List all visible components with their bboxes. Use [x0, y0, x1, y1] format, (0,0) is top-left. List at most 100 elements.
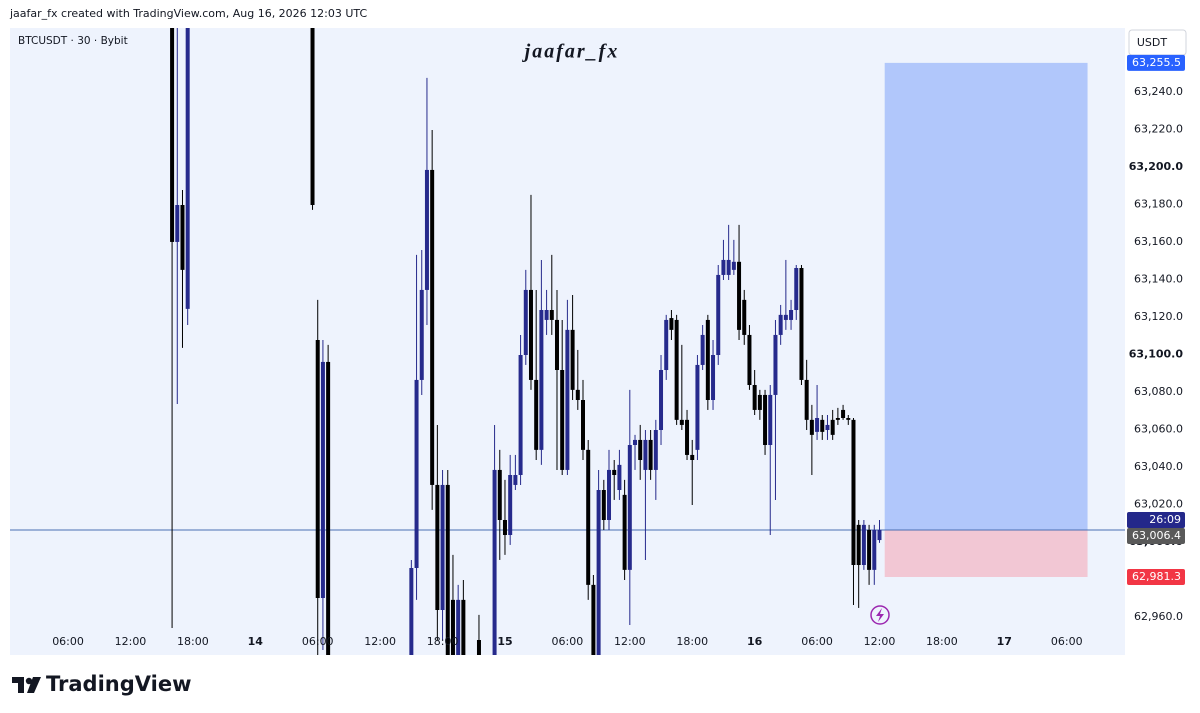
candle-body [659, 370, 664, 430]
stop-label-box [1127, 569, 1185, 585]
candle-body [851, 419, 856, 565]
candle-body [643, 439, 648, 470]
candle-body [622, 494, 627, 570]
candle-body [435, 484, 440, 610]
candle-body [419, 289, 424, 380]
candle-body [565, 329, 570, 470]
x-tick-label: 06:00 [801, 635, 833, 648]
candle-body [617, 464, 622, 490]
candle-body [586, 449, 591, 585]
candle-body [877, 529, 882, 541]
candle-body [409, 568, 414, 655]
candle-body [731, 261, 736, 270]
candle-body [633, 439, 638, 445]
y-tick-label: 63,180.0 [1134, 197, 1183, 210]
candle-body [430, 169, 435, 485]
candle-body [612, 469, 617, 475]
stop-zone [884, 529, 1088, 577]
y-tick-label: 62,960.0 [1134, 610, 1183, 623]
candle-body [456, 599, 461, 655]
alert-circle[interactable] [870, 605, 890, 625]
candle-body [825, 424, 830, 430]
x-tick-label: 18:00 [427, 635, 459, 648]
candle-body [440, 484, 445, 610]
target-label-box [1127, 54, 1185, 71]
candle-body [815, 418, 820, 432]
candle-body [778, 314, 783, 335]
caption: jaafar_fx created with TradingView.com, … [9, 7, 367, 20]
x-tick-label: 06:00 [302, 635, 334, 648]
candle-body [768, 394, 773, 445]
candle-body [461, 599, 466, 655]
candle-body [549, 310, 554, 320]
y-tick-label: 63,240.0 [1134, 85, 1183, 98]
candle-body [601, 490, 606, 520]
candle-body [544, 310, 549, 320]
candle-body [752, 385, 757, 410]
axis-layer: 62,960.063,000.063,020.063,040.063,060.0… [52, 54, 1185, 648]
candle-body [554, 319, 559, 370]
candle-body [476, 640, 481, 655]
target-label: 63,255.5 [1132, 56, 1181, 69]
candle-body [861, 524, 866, 565]
x-tick-label: 06:00 [52, 635, 84, 648]
candle-body [310, 28, 315, 205]
candle-body [320, 361, 325, 598]
x-tick-label: 12:00 [364, 635, 396, 648]
y-tick-label: 63,140.0 [1134, 272, 1183, 285]
last-price-label: 63,006.4 [1132, 529, 1181, 542]
candle-body [581, 400, 586, 450]
candle-body [502, 520, 507, 535]
candle-body [523, 289, 528, 355]
candle-body [721, 259, 726, 275]
candle-body [664, 319, 669, 370]
x-tick-label: 14 [248, 635, 264, 648]
logo-slash [27, 677, 41, 693]
candle-body [846, 418, 851, 420]
candle-body [445, 484, 450, 655]
y-tick-label: 63,120.0 [1134, 310, 1183, 323]
x-tick-label: 12:00 [864, 635, 896, 648]
candle-body [326, 361, 331, 655]
candle-body [794, 268, 799, 310]
candle-body [653, 430, 658, 470]
price-axis [1125, 28, 1190, 655]
x-tick-label: 12:00 [115, 635, 147, 648]
candle-body [492, 469, 497, 655]
y-tick-label: 63,200.0 [1129, 160, 1184, 173]
candle-body [747, 334, 752, 385]
candle-body [705, 319, 710, 400]
candle-body [763, 394, 768, 445]
candle-body [830, 419, 835, 435]
candle-body [804, 379, 809, 420]
candle-body [539, 310, 544, 450]
candle-body [570, 329, 575, 390]
candle-body [783, 314, 788, 320]
candle-body [835, 418, 840, 420]
y-tick-label: 63,220.0 [1134, 122, 1183, 135]
y-tick-label: 63,160.0 [1134, 235, 1183, 248]
candle-body [450, 599, 455, 655]
brand-logo [12, 677, 41, 693]
candle-body [560, 370, 565, 470]
y-tick-label: 63,020.0 [1134, 497, 1183, 510]
candle-body [685, 419, 690, 455]
alert-bolt[interactable] [876, 608, 884, 622]
candle-body [648, 439, 653, 470]
x-tick-label: 18:00 [926, 635, 958, 648]
candle-body [742, 299, 747, 335]
currency[interactable]: USDT [1137, 36, 1168, 49]
candle-body [315, 340, 320, 598]
candle-body [726, 259, 731, 275]
candle-body [596, 490, 601, 655]
y-tick-label: 63,100.0 [1129, 347, 1184, 360]
candle-body [185, 28, 190, 309]
candle-body [424, 169, 429, 290]
candle-body [180, 205, 185, 270]
candle-body [638, 439, 643, 460]
alert-icon[interactable] [870, 605, 890, 625]
symbol: BTCUSDT · 30 · Bybit [18, 35, 128, 47]
x-tick-label: 06:00 [1051, 635, 1083, 648]
